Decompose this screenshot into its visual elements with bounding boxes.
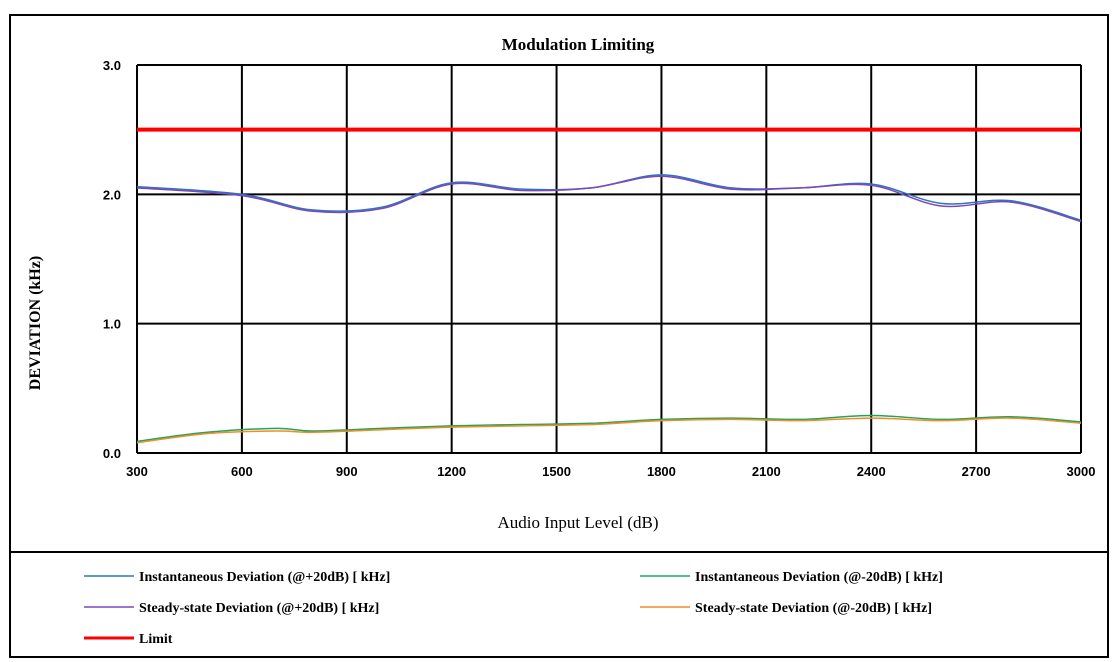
x-tick-label: 1800: [647, 464, 676, 479]
x-tick-label: 3000: [1067, 464, 1096, 479]
series-line-1: [136, 414, 1082, 443]
x-tick-label: 1500: [542, 464, 571, 479]
legend-box: [9, 551, 1109, 658]
legend: Instantaneous Deviation (@+20dB) [ kHz] I…: [84, 570, 943, 647]
x-tick-label: 900: [336, 464, 358, 479]
y-tick-label: 3.0: [103, 58, 121, 73]
legend-entry: Steady-state Deviation (@+20dB) [ kHz]: [139, 601, 379, 616]
series-line-2: [136, 175, 1082, 223]
x-tick-label: 600: [231, 464, 253, 479]
y-axis-title: DEVIATION (kHz): [27, 256, 44, 390]
gridlines: [136, 64, 1082, 454]
y-tick-label: 2.0: [103, 187, 121, 202]
series-line-3: [136, 417, 1082, 444]
series-line-0: [136, 174, 1082, 221]
x-tick-label: 2400: [857, 464, 886, 479]
series-lines: [136, 127, 1082, 444]
x-tick-label: 1200: [437, 464, 466, 479]
legend-entry: Steady-state Deviation (@-20dB) [ kHz]: [695, 601, 932, 616]
y-tick-label: 1.0: [103, 317, 121, 332]
y-tick-label: 0.0: [103, 446, 121, 461]
x-tick-label: 2700: [962, 464, 991, 479]
x-axis-title: Audio Input Level (dB): [498, 513, 659, 532]
legend-entry: Instantaneous Deviation (@-20dB) [ kHz]: [695, 570, 943, 585]
chart-title: Modulation Limiting: [502, 35, 655, 54]
x-tick-label: 300: [126, 464, 148, 479]
tick-labels: 300 600 900 1200 1500 1800 2100 2400 2700 3000 0.0…: [103, 58, 1096, 479]
x-tick-label: 2100: [752, 464, 781, 479]
legend-entry: Instantaneous Deviation (@+20dB) [ kHz]: [139, 570, 390, 585]
legend-entry: Limit: [139, 632, 173, 647]
chart-frame: [9, 14, 1109, 658]
